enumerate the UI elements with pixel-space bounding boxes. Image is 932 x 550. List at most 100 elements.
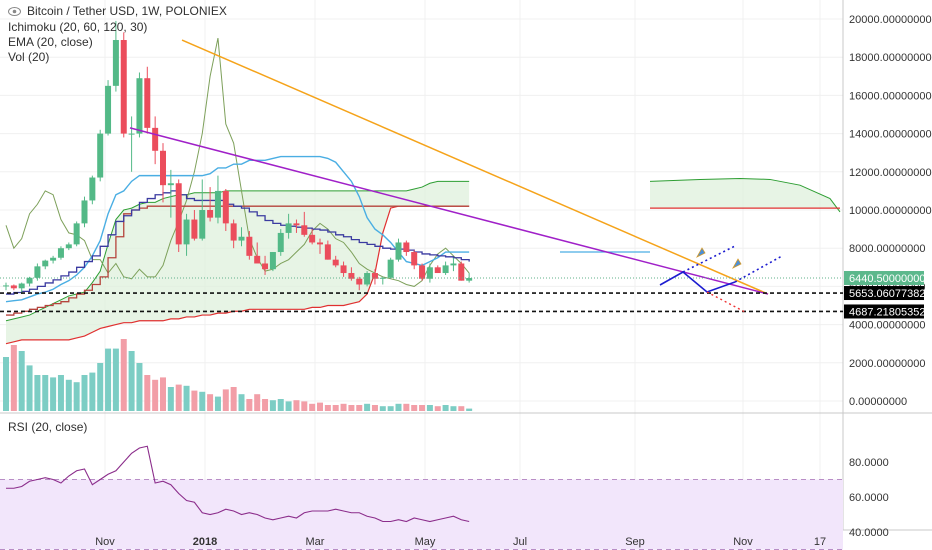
volume-bar — [364, 403, 371, 411]
volume-bar — [152, 379, 159, 411]
volume-bar — [419, 405, 426, 411]
volume-bar — [230, 387, 237, 411]
price-tick-label: 14000.00000000 — [849, 129, 932, 141]
volume-bar — [136, 363, 143, 411]
candle-body — [191, 219, 198, 239]
candle-body — [332, 259, 339, 266]
candle-body — [364, 273, 371, 285]
candle-body — [419, 265, 426, 279]
volume-bar — [293, 400, 300, 411]
volume-bar — [387, 406, 394, 411]
volume-bar — [112, 348, 119, 411]
candle-body — [285, 223, 292, 233]
time-tick-label: May — [415, 536, 436, 548]
candle-body — [42, 260, 49, 267]
current-price-badge — [844, 270, 924, 285]
indicator-rsi[interactable]: RSI (20, close) — [8, 420, 88, 434]
volume-bar — [317, 402, 323, 411]
volume-bar — [183, 385, 190, 411]
candle-body — [309, 234, 316, 243]
candle-body — [254, 255, 261, 264]
projection-path — [659, 271, 736, 293]
base-line — [6, 205, 470, 316]
ema-line — [6, 190, 470, 295]
candle-body — [450, 263, 457, 266]
purple-trendline — [129, 127, 769, 295]
rsi-tick-label: 60.0000 — [849, 492, 889, 504]
candle-body — [183, 219, 190, 245]
time-tick-label: 2018 — [193, 536, 217, 548]
volume-bar — [34, 375, 41, 411]
candle-body — [293, 223, 300, 226]
price-tick-label: 2000.00000000 — [849, 358, 925, 370]
volume-bar — [73, 382, 80, 411]
candle-body — [395, 242, 402, 260]
volume-bar — [450, 406, 457, 411]
candle-body — [120, 40, 127, 134]
candle-body — [10, 285, 17, 289]
volume-bar — [81, 375, 88, 411]
volume-bar — [238, 394, 245, 411]
candle-body — [136, 78, 143, 134]
chart-title: Bitcoin / Tether USD, 1W, POLONIEX — [8, 4, 227, 18]
volume-bar — [199, 391, 206, 411]
volume-bar — [458, 406, 465, 411]
cloud-future-fill — [650, 178, 840, 212]
candle-body — [426, 267, 433, 279]
candle-body — [356, 278, 363, 285]
candle-body — [411, 252, 418, 266]
axis-labels: 20000.00000000 18000.00000000 16000.000000… — [95, 14, 931, 548]
candle-body — [317, 242, 323, 245]
leading-span-a-future — [649, 177, 841, 213]
volume-bar — [3, 357, 9, 411]
rsi-tick-label: 80.0000 — [849, 457, 889, 469]
volume-bar — [175, 384, 182, 411]
volume-bars — [3, 339, 473, 411]
volume-bar — [97, 363, 104, 411]
volume-bar — [277, 399, 284, 411]
candle-body — [348, 273, 355, 279]
volume-bar — [348, 405, 355, 411]
volume-bar — [50, 377, 57, 411]
candle-body — [34, 266, 41, 278]
volume-bar — [466, 408, 473, 411]
price-tick-label: 16000.00000000 — [849, 90, 932, 102]
volume-bar — [324, 405, 331, 411]
rsi-bands — [0, 479, 843, 550]
volume-bar — [379, 406, 386, 411]
volume-bar — [269, 400, 276, 411]
volume-bar — [222, 389, 229, 411]
candle-body — [152, 127, 159, 151]
candle-body — [81, 200, 88, 224]
indicator-ichimoku[interactable]: Ichimoku (20, 60, 120, 30) — [8, 20, 148, 34]
time-tick-label: Nov — [95, 536, 115, 548]
volume-bar — [128, 351, 135, 411]
price-tick-label: 8000.00000000 — [849, 243, 925, 255]
candle-body — [262, 263, 269, 270]
eye-icon[interactable] — [8, 5, 21, 16]
time-tick-label: 17 — [814, 536, 826, 548]
price-tick-label: 12000.00000000 — [849, 167, 932, 179]
candle-body — [246, 236, 253, 256]
volume-bar — [254, 394, 261, 411]
volume-bar — [340, 403, 347, 411]
support-badge-1 — [844, 304, 924, 319]
support-label-0: 5653.06077382 — [849, 288, 925, 300]
candle-body — [403, 242, 410, 253]
indicator-ema[interactable]: EMA (20, close) — [8, 35, 93, 49]
candle-body — [371, 273, 378, 279]
volume-bar — [207, 394, 214, 411]
time-tick-label: Sep — [625, 536, 645, 548]
volume-bar — [191, 390, 198, 411]
volume-bar — [105, 348, 112, 411]
time-tick-label: Nov — [733, 536, 753, 548]
indicator-volume[interactable]: Vol (20) — [8, 50, 50, 64]
volume-bar — [301, 401, 308, 411]
volume-bar — [167, 387, 174, 411]
volume-bar — [120, 339, 127, 411]
candle-body — [466, 277, 473, 281]
volume-bar — [42, 375, 49, 411]
candle-body — [18, 283, 25, 289]
candle-body — [222, 190, 229, 224]
